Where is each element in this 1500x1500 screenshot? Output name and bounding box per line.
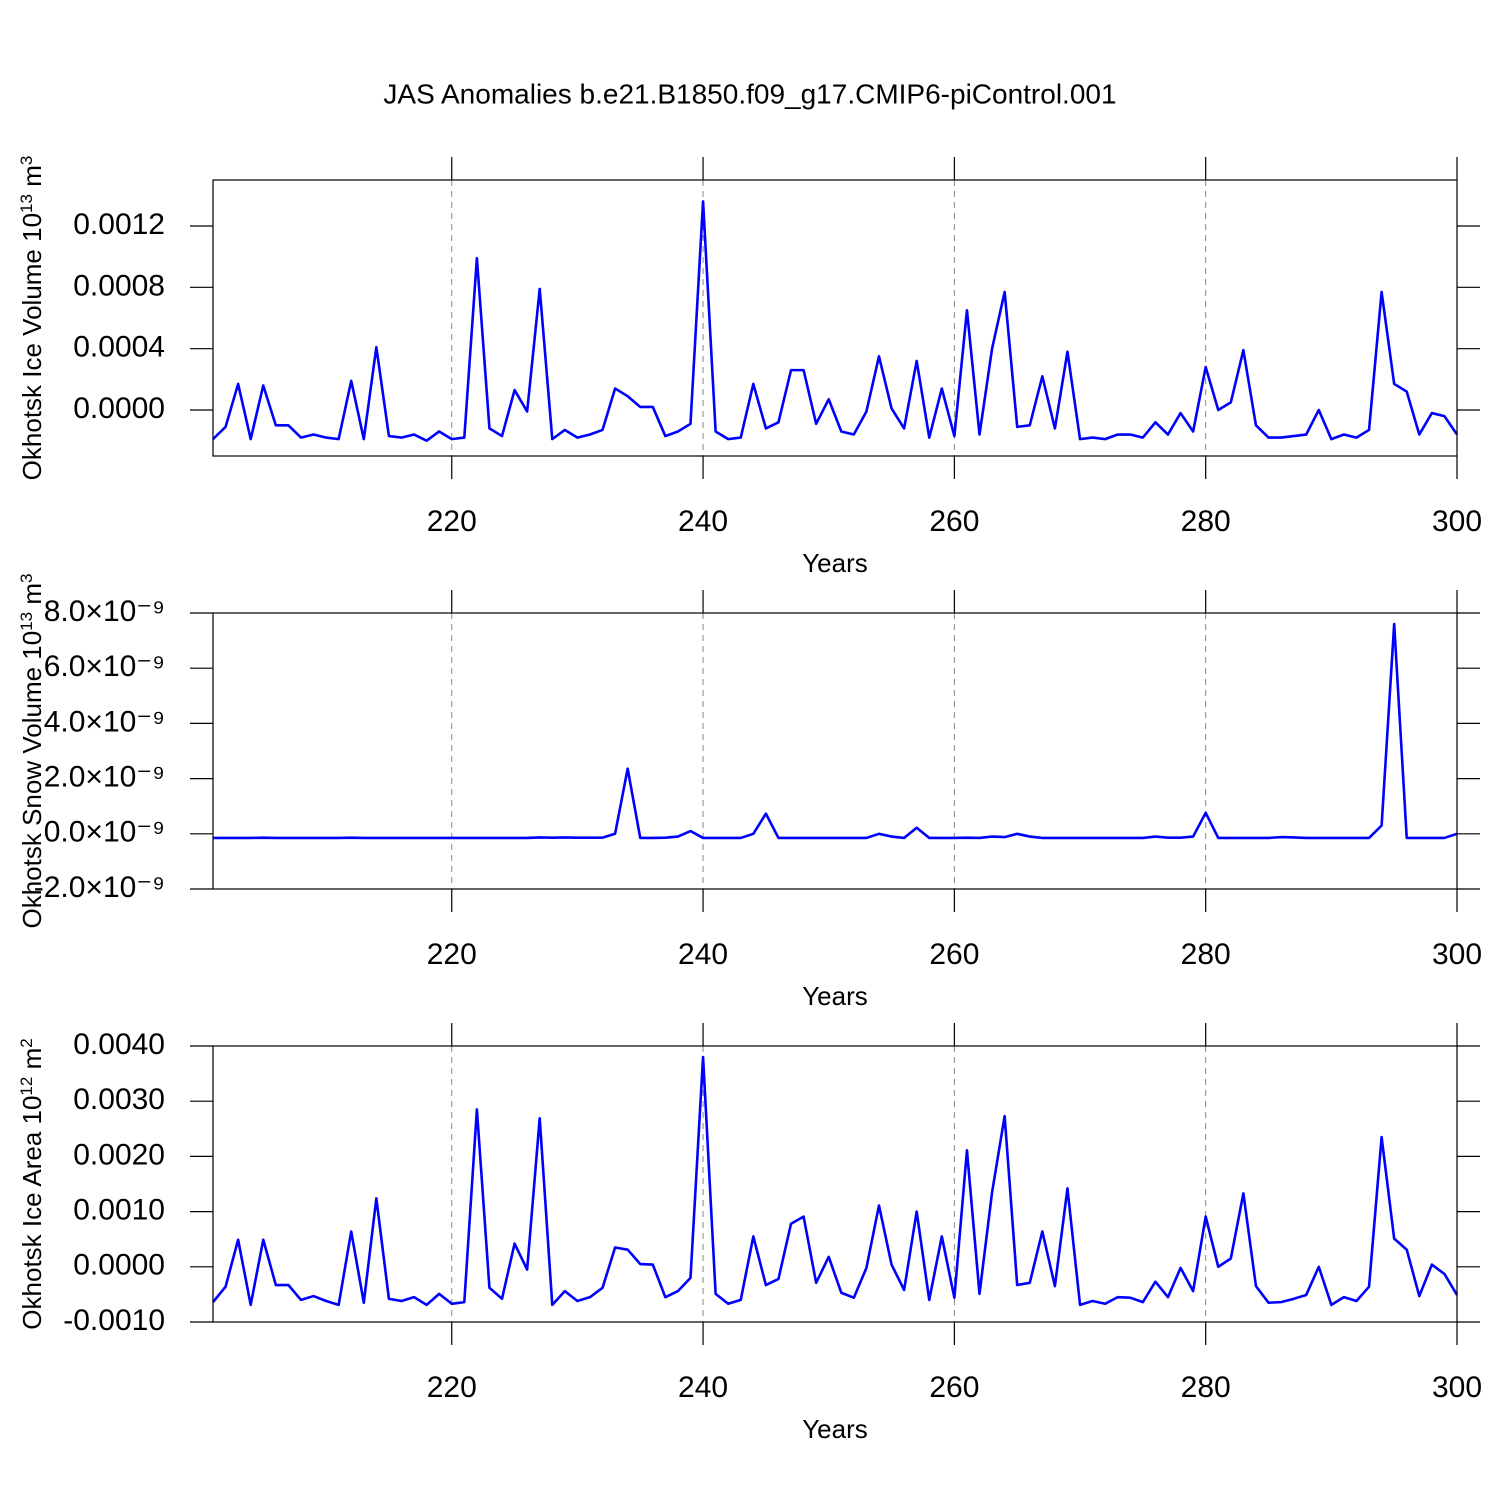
data-line	[212, 200, 1459, 442]
y-axis-label-text: Okhotsk Snow Volume 10	[17, 631, 47, 929]
y-axis-label-exponent: 13	[17, 194, 36, 213]
y-tick-label: 0.0×10⁻⁹	[44, 816, 165, 849]
x-tick-label: 220	[427, 938, 477, 971]
y-tick-label: 0.0000	[73, 392, 165, 425]
x-tick-label: 260	[929, 938, 979, 971]
y-tick-label: -0.0010	[63, 1304, 165, 1337]
data-line	[213, 622, 1458, 840]
y-axis-label-unit: m	[17, 583, 47, 612]
y-tick-label: 2.0×10⁻⁹	[44, 761, 165, 794]
y-tick-label: 0.0040	[73, 1028, 165, 1061]
y-axis-label-unit: m	[17, 1048, 47, 1077]
y-tick-label: 0.0020	[73, 1138, 165, 1171]
y-axis-label-text: Okhotsk Ice Area 10	[17, 1096, 47, 1330]
y-tick-label: 6.0×10⁻⁹	[44, 650, 165, 683]
plot-frame	[212, 179, 1458, 457]
y-tick-label: 8.0×10⁻⁹	[44, 595, 165, 628]
x-tick-label: 240	[678, 505, 728, 538]
y-axis-label-unit-exponent: 3	[17, 156, 36, 165]
plot-frame	[212, 612, 1458, 890]
x-tick-label: 280	[1181, 938, 1231, 971]
y-axis-label-unit-exponent: 3	[17, 574, 36, 583]
x-tick-label: 220	[427, 1371, 477, 1404]
y-tick-label: 0.0012	[73, 208, 165, 241]
y-axis-label-text: Okhotsk Ice Volume 10	[17, 213, 47, 480]
x-tick-label: 260	[929, 505, 979, 538]
y-tick-label: 0.0030	[73, 1083, 165, 1116]
y-tick-label: 0.0004	[73, 331, 165, 364]
x-tick-label: 240	[678, 938, 728, 971]
data-line	[211, 1055, 1459, 1307]
y-tick-label: 4.0×10⁻⁹	[44, 705, 165, 738]
y-axis-label: Okhotsk Ice Area 1012 m2	[17, 1038, 48, 1329]
x-tick-label: 260	[929, 1371, 979, 1404]
chart-title: JAS Anomalies b.e21.B1850.f09_g17.CMIP6-…	[383, 78, 1116, 109]
x-tick-label: 300	[1432, 938, 1482, 971]
y-tick-label: 0.0000	[73, 1249, 165, 1282]
x-axis-label: Years	[802, 1414, 868, 1444]
plot-frame	[212, 1045, 1458, 1323]
x-axis-label: Years	[802, 981, 868, 1011]
y-axis-label-unit: m	[17, 165, 47, 194]
y-tick-label: 0.0008	[73, 269, 165, 302]
x-tick-label: 300	[1432, 1371, 1482, 1404]
y-tick-label: -2.0×10⁻⁹	[34, 871, 165, 904]
x-tick-label: 240	[678, 1371, 728, 1404]
y-axis-label-exponent: 12	[17, 1077, 36, 1096]
y-axis-label: Okhotsk Snow Volume 1013 m3	[17, 574, 48, 929]
y-axis-label: Okhotsk Ice Volume 1013 m3	[17, 156, 48, 481]
y-axis-label-exponent: 13	[17, 612, 36, 631]
x-tick-label: 280	[1181, 1371, 1231, 1404]
x-axis-label: Years	[802, 548, 868, 578]
y-tick-label: 0.0010	[73, 1194, 165, 1227]
y-axis-label-unit-exponent: 2	[17, 1038, 36, 1047]
x-tick-label: 220	[427, 505, 477, 538]
x-tick-label: 280	[1181, 505, 1231, 538]
x-tick-label: 300	[1432, 505, 1482, 538]
